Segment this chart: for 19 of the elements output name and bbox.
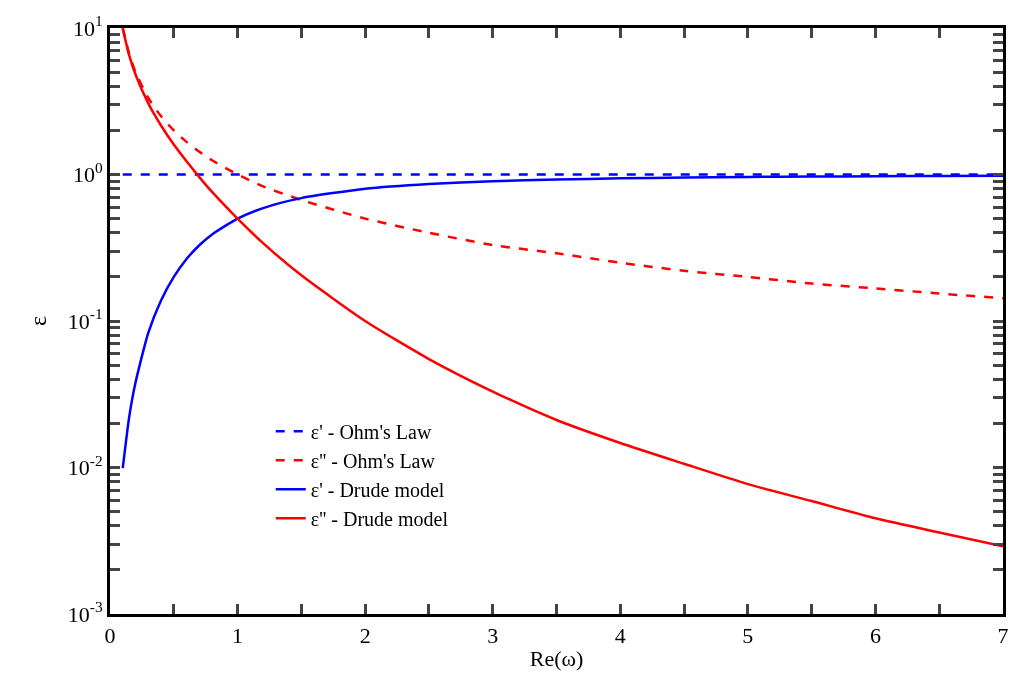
legend-label: ε' - Ohm's Law [310,421,432,444]
x-tick-label: 5 [742,623,754,649]
x-tick-label: 6 [869,623,881,649]
y-axis-title: ε [24,315,51,327]
legend-label: ε' - Drude model [310,479,445,502]
legend-label: ε'' - Ohm's Law [310,450,436,473]
x-axis-title: Re(ω) [529,646,584,672]
legend-label: ε'' - Drude model [310,508,449,531]
y-tick-label: 10$^{0}$ [72,158,103,188]
x-tick-label: 3 [487,623,499,649]
x-tick-label: 7 [997,623,1009,649]
y-tick-label: 10$^{-2}$ [67,451,103,481]
x-tick-label: 4 [614,623,626,649]
x-tick-label: 2 [359,623,371,649]
x-tick-label: 1 [232,623,244,649]
y-tick-label: 10$^{-1}$ [67,305,103,334]
y-tick-label: 10$^{-3}$ [67,598,103,627]
y-tick-label: 10$^{1}$ [72,12,103,41]
x-tick-label: 0 [104,623,116,649]
